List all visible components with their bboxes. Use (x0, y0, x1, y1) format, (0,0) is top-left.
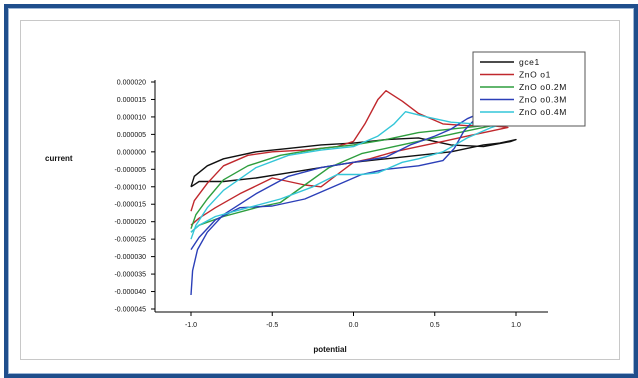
legend: gce1 ZnO o1 ZnO o0.2M ZnO o0.3M ZnO o0.4M (472, 51, 586, 127)
y-tick-label: -0.000030 (114, 254, 146, 261)
y-tick-label: -0.000020 (114, 219, 146, 226)
axes (154, 80, 548, 313)
legend-entry: gce1 (519, 57, 540, 67)
y-tick-label: -0.000010 (114, 184, 146, 191)
y-tick-label: 0.000000 (117, 149, 146, 156)
legend-box (472, 51, 586, 127)
legend-entry: ZnO o0.3M (519, 95, 567, 105)
x-axis-label: potential (313, 345, 346, 354)
y-axis-label: current (45, 154, 73, 163)
legend-entry: ZnO o0.4M (519, 107, 567, 117)
y-tick-label: -0.000015 (114, 202, 146, 209)
y-tick-label: 0.000020 (117, 80, 146, 87)
y-tick-label: 0.000005 (117, 132, 146, 139)
legend-entry: ZnO o1 (519, 70, 551, 80)
series-line-5 (190, 111, 509, 240)
x-tick-label: -1.0 (185, 322, 197, 329)
y-tick-label: -0.000025 (114, 237, 146, 244)
y-tick-label: 0.000015 (117, 97, 146, 104)
x-ticks: -1.0 -0.5 0.0 0.5 1.0 (185, 312, 521, 329)
y-tick-label: -0.000040 (114, 289, 146, 296)
x-tick-label: 1.0 (511, 322, 521, 329)
x-tick-label: 0.5 (430, 322, 440, 329)
legend-entry: ZnO o0.2M (519, 82, 567, 92)
y-tick-label: -0.000035 (114, 272, 146, 279)
x-tick-label: 0.0 (349, 322, 359, 329)
y-tick-label: -0.000005 (114, 167, 146, 174)
y-ticks: 0.000020 0.000015 0.000010 0.000005 0.000000… (114, 80, 155, 314)
series-line-4 (190, 109, 501, 296)
series-line-1 (190, 137, 517, 188)
y-tick-label: 0.000010 (117, 114, 146, 121)
y-tick-label: -0.000045 (114, 307, 146, 314)
series-group (190, 90, 517, 296)
x-tick-label: -0.5 (266, 322, 278, 329)
